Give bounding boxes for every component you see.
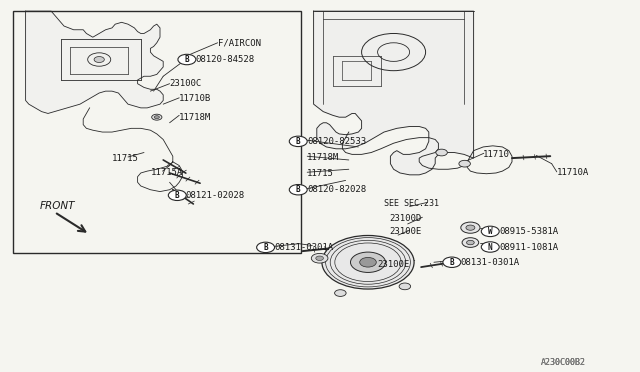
- Circle shape: [462, 238, 479, 247]
- Bar: [13, 11, 301, 253]
- Text: 11710B: 11710B: [179, 94, 211, 103]
- Text: FRONT: FRONT: [40, 201, 75, 211]
- Text: 11710: 11710: [483, 150, 510, 159]
- Text: 11718M: 11718M: [307, 153, 339, 162]
- Text: 23100E: 23100E: [378, 260, 410, 269]
- Text: 08131-0301A: 08131-0301A: [274, 243, 333, 252]
- Circle shape: [481, 226, 499, 237]
- Text: 11715: 11715: [112, 154, 139, 163]
- Polygon shape: [314, 11, 474, 175]
- Text: B: B: [263, 243, 268, 252]
- Circle shape: [461, 222, 480, 233]
- Text: B: B: [449, 258, 454, 267]
- Circle shape: [467, 240, 474, 245]
- Circle shape: [289, 185, 307, 195]
- Text: 08120-82028: 08120-82028: [307, 185, 366, 194]
- Circle shape: [152, 114, 162, 120]
- Text: 11718M: 11718M: [179, 113, 211, 122]
- Text: 11715: 11715: [307, 169, 334, 178]
- Text: 08131-0301A: 08131-0301A: [461, 258, 520, 267]
- Text: B: B: [296, 185, 301, 194]
- Circle shape: [459, 160, 470, 167]
- Text: B: B: [296, 137, 301, 146]
- Text: 08120-82533: 08120-82533: [307, 137, 366, 146]
- Circle shape: [335, 290, 346, 296]
- Text: B: B: [184, 55, 189, 64]
- Circle shape: [257, 242, 275, 253]
- Circle shape: [322, 235, 414, 289]
- Circle shape: [351, 252, 385, 272]
- Circle shape: [481, 242, 499, 252]
- Circle shape: [168, 190, 186, 201]
- Circle shape: [436, 149, 447, 156]
- Text: 08120-84528: 08120-84528: [195, 55, 254, 64]
- Polygon shape: [26, 11, 163, 113]
- Text: N: N: [488, 243, 493, 251]
- Text: 23100C: 23100C: [170, 79, 202, 88]
- Circle shape: [154, 116, 159, 119]
- Text: B: B: [175, 191, 180, 200]
- Text: A230C00B2: A230C00B2: [541, 358, 586, 367]
- Text: A230C00B2: A230C00B2: [541, 358, 586, 367]
- Circle shape: [289, 136, 307, 147]
- Text: 23100E: 23100E: [389, 227, 421, 236]
- Circle shape: [311, 253, 328, 263]
- Text: 08915-5381A: 08915-5381A: [499, 227, 558, 236]
- Text: 08121-02028: 08121-02028: [186, 191, 244, 200]
- Text: W: W: [488, 227, 493, 236]
- Circle shape: [316, 256, 323, 260]
- Circle shape: [443, 257, 461, 267]
- Circle shape: [360, 257, 376, 267]
- Text: SEE SEC.231: SEE SEC.231: [384, 199, 439, 208]
- Text: 08911-1081A: 08911-1081A: [499, 243, 558, 251]
- Circle shape: [466, 225, 475, 230]
- Circle shape: [94, 57, 104, 62]
- Circle shape: [399, 283, 411, 290]
- Text: 11710A: 11710A: [557, 169, 589, 177]
- Text: F/AIRCON: F/AIRCON: [218, 38, 260, 47]
- Text: 11715A: 11715A: [150, 169, 182, 177]
- Text: 23100D: 23100D: [389, 214, 421, 223]
- Circle shape: [178, 54, 196, 65]
